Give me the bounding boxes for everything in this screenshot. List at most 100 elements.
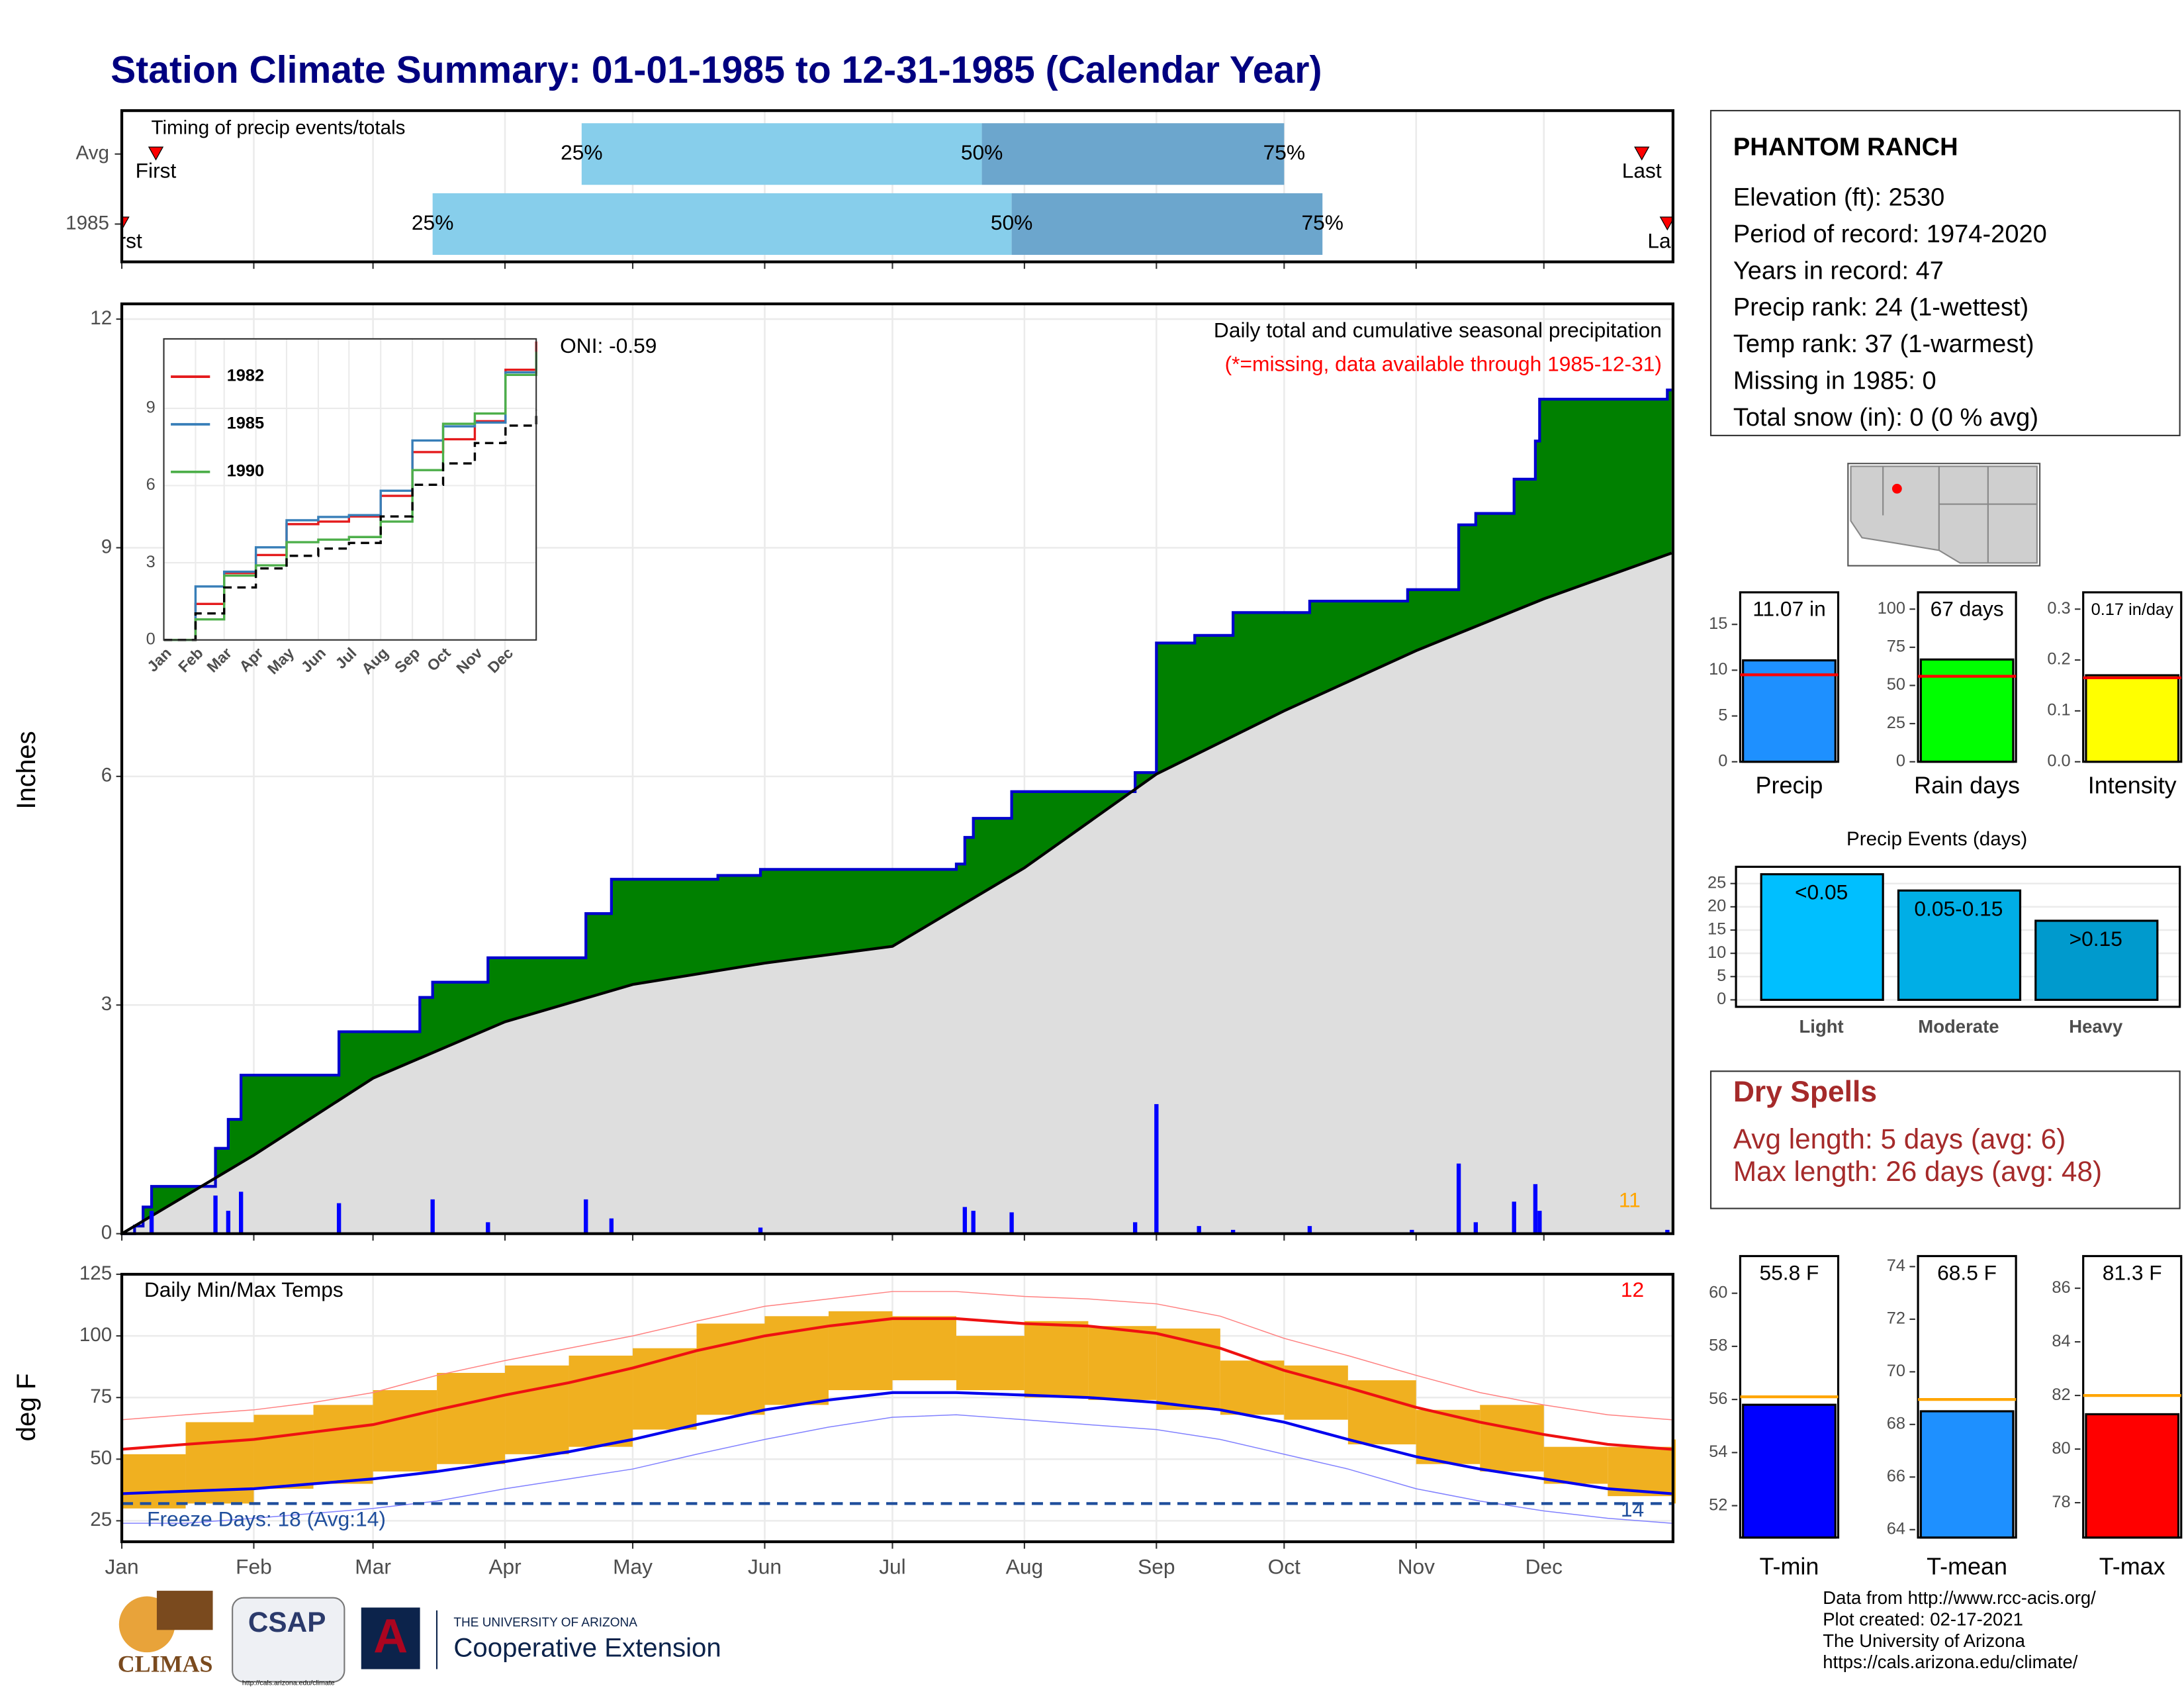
- temp-range-bar: [505, 1365, 569, 1454]
- cumulative-area: [122, 553, 1672, 1234]
- temp-line: [122, 1414, 1672, 1524]
- daily-precip-bar: [971, 1211, 976, 1234]
- summary-bar: [1742, 659, 1837, 763]
- category-label: T-max: [2099, 1553, 2165, 1580]
- panel-frame: [120, 1272, 1674, 1544]
- footer-line: https://cals.arizona.edu/climate/: [1823, 1652, 2078, 1672]
- quartile-label: 50%: [991, 211, 1032, 234]
- y-tick-label: 74: [1887, 1256, 1905, 1275]
- y-tick-label: 50: [90, 1447, 112, 1469]
- marks-layer: 25% 50% 75% First Last 25% 50% 75% First Last: [120, 123, 2181, 1539]
- category-label: T-mean: [1927, 1553, 2007, 1580]
- daily-precip-bar: [213, 1196, 218, 1234]
- y-tick-label: 0.1: [2047, 701, 2070, 720]
- timing-marker: [148, 146, 164, 161]
- footer-line: Data from http://www.rcc-acis.org/: [1823, 1587, 2096, 1608]
- value-label: 0.17 in/day: [2091, 600, 2173, 619]
- footer-line: The University of Arizona: [1823, 1630, 2025, 1651]
- timing-marker: [1634, 146, 1650, 161]
- y-tick-label: 100: [1878, 599, 1905, 618]
- row-label: Avg: [76, 142, 110, 164]
- station-name: PHANTOM RANCH: [1733, 133, 1958, 161]
- daily-precip-bar: [584, 1199, 588, 1234]
- daily-precip-bar: [758, 1227, 763, 1234]
- record-count: 12: [1621, 1278, 1644, 1301]
- y-tick-label: 9: [146, 399, 156, 417]
- y-tick-label: 0.0: [2047, 751, 2070, 770]
- ua-name: THE UNIVERSITY OF ARIZONA: [453, 1616, 637, 1630]
- station-line: Total snow (in): 0 (0 % avg): [1733, 404, 2038, 432]
- panel-title: Daily Min/Max Temps: [144, 1278, 343, 1301]
- x-tick-label: Nov: [1398, 1555, 1435, 1579]
- oni-annotation: ONI: -0.59: [560, 334, 657, 357]
- marker-label: Last: [1647, 228, 1687, 252]
- inset-background: [163, 338, 537, 640]
- bin-label: 0.05-0.15: [1914, 896, 2003, 920]
- y-tick-label: 60: [1709, 1283, 1727, 1301]
- temp-range-bar: [892, 1316, 956, 1381]
- category-label: Heavy: [2069, 1016, 2123, 1037]
- panel-title: Precip Events (days): [1846, 828, 2027, 850]
- category-label: T-min: [1760, 1553, 1819, 1580]
- y-tick-label: 0: [1718, 751, 1727, 770]
- x-tick-label: Aug: [1006, 1555, 1043, 1579]
- temp-range-bar: [253, 1415, 314, 1489]
- y-tick-label: 50: [1887, 675, 1905, 694]
- panel-frame: [120, 109, 1674, 263]
- climas-logo: CLIMAS: [118, 1651, 213, 1677]
- csap-logo-shape: [232, 1597, 345, 1683]
- legend-label: 1985: [227, 414, 264, 433]
- x-tick-label: Apr: [488, 1555, 522, 1579]
- daily-precip-bar: [238, 1192, 244, 1234]
- station-line: Years in record: 47: [1733, 257, 1944, 285]
- quartile-label: 25%: [412, 211, 453, 234]
- quartile-label: 75%: [1263, 140, 1305, 164]
- y-tick-label: 0.2: [2047, 650, 2070, 669]
- inset-line: [163, 352, 537, 641]
- y-tick-label: 80: [2052, 1439, 2070, 1458]
- y-tick-label: 75: [90, 1385, 112, 1407]
- legend-label: 1990: [227, 462, 264, 481]
- y-axis-label: deg F: [11, 1374, 41, 1442]
- temp-range-bar: [437, 1372, 506, 1464]
- category-label: Precip: [1756, 771, 1823, 798]
- summary-bar: [1919, 658, 2015, 763]
- daily-precip-bar: [1665, 1229, 1670, 1234]
- timing-plot: 25% 50% 75% First Last 25% 50% 75% First Last: [122, 123, 1687, 256]
- footer-line: Plot created: 02-17-2021: [1823, 1609, 2023, 1629]
- y-tick-label: 3: [146, 553, 156, 571]
- locator-map: [1847, 463, 2041, 567]
- y-tick-label: 70: [1887, 1362, 1905, 1380]
- x-tick-label: May: [613, 1555, 653, 1579]
- y-tick-label: 56: [1709, 1389, 1727, 1408]
- timing-annotation: Timing of precip events/totals: [151, 117, 405, 138]
- temp-range-bar: [373, 1390, 437, 1472]
- ua-logo-shape: [361, 1607, 420, 1669]
- station-line: Temp rank: 37 (1-warmest): [1733, 330, 2034, 358]
- temp-line: [121, 1391, 1672, 1495]
- inset-line: [163, 410, 537, 641]
- temp-range-bar: [633, 1348, 697, 1430]
- y-tick-label: 0: [1717, 990, 1726, 1008]
- quartile-label: 50%: [961, 140, 1003, 164]
- dry-spells-title: Dry Spells: [1733, 1076, 1877, 1108]
- y-tick-label: 3: [101, 993, 112, 1015]
- temp-range-bar: [313, 1405, 373, 1484]
- daily-precip-bar: [430, 1199, 435, 1234]
- y-tick-label: 9: [101, 536, 112, 557]
- x-tick-label: Mar: [355, 1555, 391, 1579]
- y-tick-label: 68: [1887, 1415, 1905, 1433]
- daily-precip-bar: [1410, 1229, 1414, 1234]
- daily-precip-bar: [1307, 1226, 1312, 1234]
- value-label: 67 days: [1931, 597, 2004, 621]
- y-tick-label: 125: [79, 1262, 112, 1284]
- daily-precip-bar: [609, 1218, 614, 1234]
- y-tick-label: 6: [101, 765, 112, 786]
- category-label: Moderate: [1918, 1016, 1999, 1037]
- temp-range-bar: [122, 1454, 186, 1509]
- daily-precip-bar: [1009, 1212, 1014, 1234]
- summary-bar: [1742, 1403, 1837, 1539]
- panel-frame: [120, 302, 1674, 1235]
- cumulative-line: [122, 389, 1672, 1235]
